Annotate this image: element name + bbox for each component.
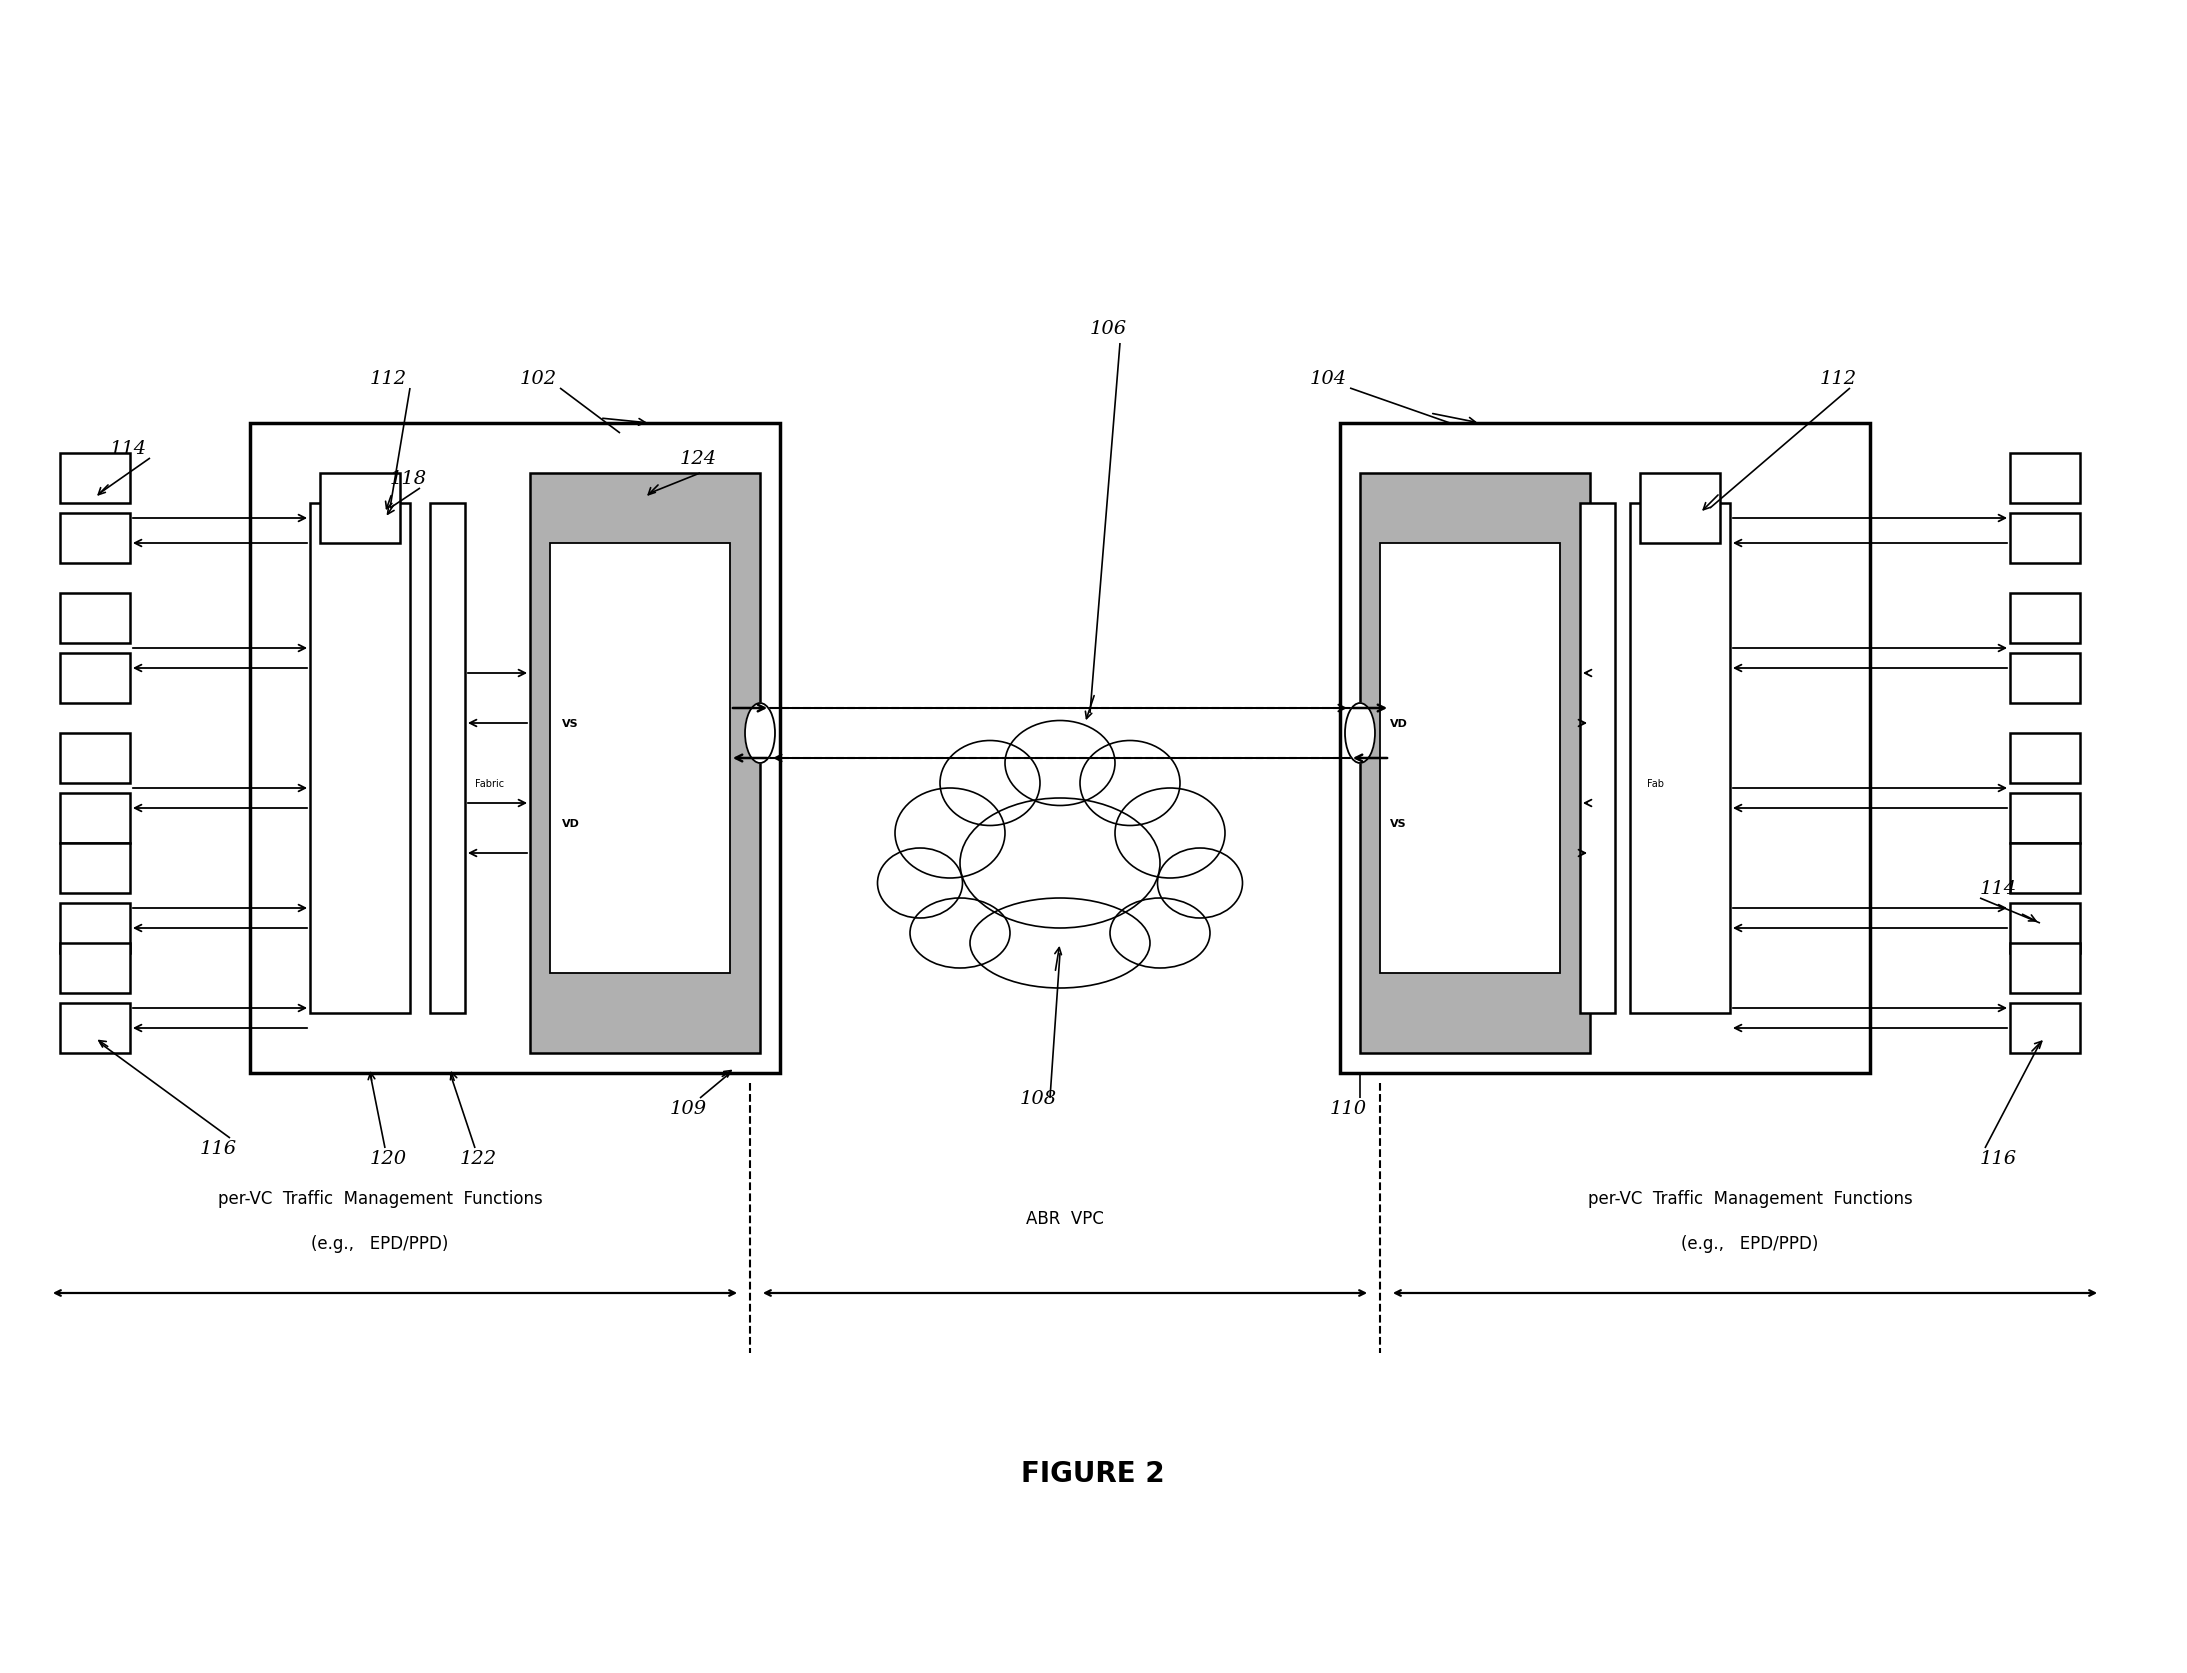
Bar (2010, 733, 2080, 783)
Bar (2010, 594, 2080, 644)
Text: 102: 102 (521, 370, 558, 388)
Text: VS: VS (562, 719, 580, 728)
Ellipse shape (1080, 741, 1181, 826)
Ellipse shape (1157, 848, 1242, 918)
Text: Fabric: Fabric (475, 778, 505, 788)
Bar (59, 1004, 129, 1054)
Bar (1341, 423, 1870, 1074)
Ellipse shape (1345, 704, 1376, 763)
Text: per-VC  Traffic  Management  Functions: per-VC Traffic Management Functions (219, 1190, 542, 1208)
Bar (2010, 453, 2080, 504)
Ellipse shape (960, 798, 1159, 929)
Bar (2010, 843, 2080, 893)
Text: 114: 114 (109, 440, 147, 458)
Text: 116: 116 (199, 1139, 236, 1158)
Bar (319, 473, 400, 544)
Bar (529, 473, 761, 1054)
Text: VD: VD (1391, 719, 1408, 728)
Text: (e.g.,   EPD/PPD): (e.g., EPD/PPD) (1682, 1235, 1820, 1253)
Text: 112: 112 (370, 370, 407, 388)
Bar (431, 504, 466, 1014)
Bar (2010, 654, 2080, 704)
Bar (59, 903, 129, 954)
Bar (59, 453, 129, 504)
Ellipse shape (894, 788, 1006, 878)
Text: 110: 110 (1330, 1099, 1367, 1118)
Ellipse shape (1006, 721, 1115, 806)
Ellipse shape (940, 741, 1041, 826)
Text: ABR  VPC: ABR VPC (1026, 1210, 1104, 1228)
Bar (2010, 1004, 2080, 1054)
Bar (2010, 793, 2080, 843)
Text: 109: 109 (669, 1099, 706, 1118)
Bar (59, 793, 129, 843)
Ellipse shape (971, 898, 1150, 989)
Ellipse shape (910, 898, 1010, 969)
Bar (1360, 473, 1590, 1054)
Text: 116: 116 (1979, 1149, 2016, 1168)
Bar (59, 654, 129, 704)
Text: 122: 122 (459, 1149, 496, 1168)
Text: 104: 104 (1310, 370, 1347, 388)
Bar (59, 594, 129, 644)
Ellipse shape (1111, 898, 1209, 969)
Bar (249, 423, 781, 1074)
Bar (59, 733, 129, 783)
Ellipse shape (1115, 788, 1225, 878)
Text: VS: VS (1391, 818, 1406, 828)
Text: Fab: Fab (1647, 778, 1664, 788)
Text: VD: VD (562, 818, 580, 828)
Bar (1380, 544, 1559, 974)
Text: FIGURE 2: FIGURE 2 (1021, 1459, 1166, 1487)
Text: 124: 124 (680, 450, 717, 468)
Text: 108: 108 (1019, 1089, 1056, 1108)
Text: 106: 106 (1089, 320, 1126, 338)
Bar (59, 944, 129, 994)
Text: (e.g.,   EPD/PPD): (e.g., EPD/PPD) (311, 1235, 448, 1253)
Bar (1640, 473, 1719, 544)
Bar (1629, 504, 1730, 1014)
Bar (549, 544, 730, 974)
Text: 120: 120 (370, 1149, 407, 1168)
Text: 112: 112 (1820, 370, 1857, 388)
Ellipse shape (746, 704, 774, 763)
Text: 118: 118 (389, 470, 426, 489)
Text: 114: 114 (1979, 880, 2016, 897)
Bar (2010, 514, 2080, 564)
Bar (1579, 504, 1614, 1014)
Ellipse shape (877, 848, 962, 918)
Bar (2010, 944, 2080, 994)
Bar (311, 504, 409, 1014)
Bar (2010, 903, 2080, 954)
Text: per-VC  Traffic  Management  Functions: per-VC Traffic Management Functions (1588, 1190, 1911, 1208)
Bar (59, 843, 129, 893)
Bar (59, 514, 129, 564)
